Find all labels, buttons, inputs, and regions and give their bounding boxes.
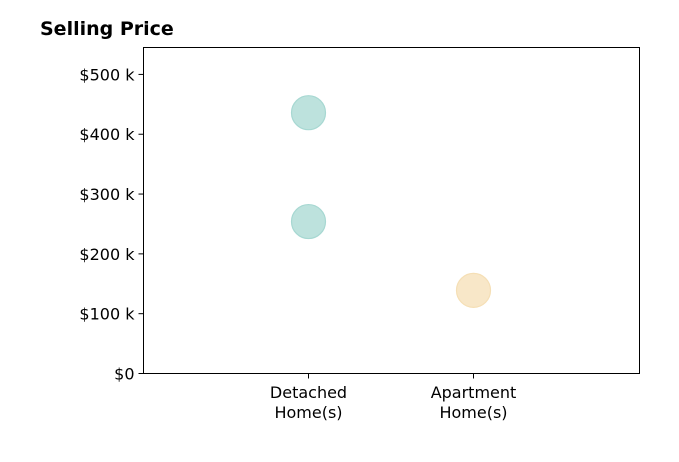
y-tick-label: $300 k: [79, 185, 135, 204]
data-point: [290, 95, 327, 131]
x-tick-label: Home(s): [439, 403, 507, 422]
chart-title: Selling Price: [40, 18, 174, 40]
y-tick-label: $100 k: [79, 305, 135, 324]
y-axis: $0 $100 k $200 k $300 k $400 k $500 k: [79, 65, 144, 384]
x-tick-label: Apartment: [431, 383, 517, 402]
y-tick-label: $0: [114, 365, 134, 384]
data-points: [290, 95, 492, 308]
y-tick-label: $500 k: [79, 65, 135, 84]
x-tick-label: Home(s): [274, 403, 342, 422]
y-tick-label: $400 k: [79, 125, 135, 144]
data-point: [290, 203, 327, 240]
data-point: [455, 272, 492, 308]
plot-area: [143, 47, 640, 374]
x-tick-label: Detached: [270, 383, 347, 402]
y-tick-label: $200 k: [79, 245, 135, 264]
